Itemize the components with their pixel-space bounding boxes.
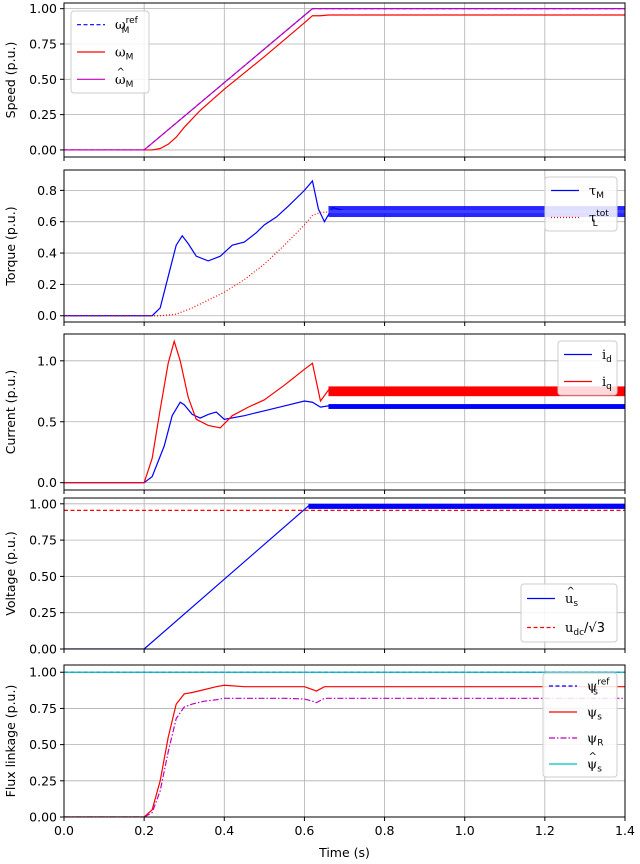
ytick-label-3-3: 0.75 bbox=[29, 533, 57, 548]
panel-1: 0.00 0.25 0.50 0.75 1.00 Speed (p.u.) ωref M ωM ω… bbox=[3, 1, 626, 161]
x-axis-label: Time (s) bbox=[318, 845, 370, 860]
xtick-label-4: 0.8 bbox=[375, 823, 395, 838]
ytick-label-0-4: 1.00 bbox=[29, 1, 57, 16]
legend-label-1-2: ωM bbox=[115, 46, 133, 63]
ripple-band-id bbox=[328, 404, 625, 409]
ytick-label-0-3: 0.75 bbox=[29, 36, 57, 51]
series-line-5-3 bbox=[64, 697, 625, 817]
ytick-label-1-2: 0.4 bbox=[37, 246, 57, 261]
ytick-label-1-3: 0.6 bbox=[37, 214, 57, 229]
ytick-label-2-2: 1.0 bbox=[37, 353, 57, 368]
ytick-label-1-0: 0.0 bbox=[37, 308, 57, 323]
legend-4: us^ udc/√3 bbox=[520, 583, 618, 643]
legend-box-1 bbox=[70, 10, 150, 94]
xtick-label-3: 0.6 bbox=[294, 823, 314, 838]
series-line-2-2 bbox=[64, 210, 625, 317]
legend-hat-1-3: ^ bbox=[117, 67, 125, 78]
legend-2: τM τtot L bbox=[544, 176, 618, 232]
legend-hat-4-1: ^ bbox=[567, 586, 575, 597]
ripple-band-us bbox=[308, 503, 625, 509]
legend-label-1-1: ωref M bbox=[115, 16, 139, 36]
axes-frame-5 bbox=[63, 664, 626, 818]
ytick-label-0-2: 0.50 bbox=[29, 72, 57, 87]
ytick-label-1-1: 0.2 bbox=[37, 277, 57, 292]
legend-hat-5-4: ^ bbox=[589, 752, 597, 763]
panel-4: 0.00 0.25 0.50 0.75 1.00 Voltage (p.u.) us^ udc… bbox=[3, 496, 626, 657]
ytick-label-3-1: 0.25 bbox=[29, 605, 57, 620]
y-axis-label-3: Current (p.u.) bbox=[3, 370, 18, 454]
panel-2: 0.0 0.2 0.4 0.6 0.8 Torque (p.u.) τM τtot L bbox=[3, 169, 626, 326]
axes-frame-2 bbox=[63, 169, 626, 323]
ytick-label-4-0: 0.00 bbox=[29, 810, 57, 825]
ytick-label-4-1: 0.25 bbox=[29, 773, 57, 788]
y-axis-label-1: Speed (p.u.) bbox=[3, 42, 18, 119]
series-line-2-1 bbox=[64, 179, 625, 317]
legend-label-1-3: ωM bbox=[115, 73, 133, 90]
ytick-label-0-0: 0.00 bbox=[29, 142, 57, 157]
panels-layer: 0.00 0.25 0.50 0.75 1.00 Speed (p.u.) ωref M ωM ω… bbox=[3, 1, 635, 838]
y-axis-label-4: Voltage (p.u.) bbox=[3, 531, 18, 615]
ytick-label-3-4: 1.00 bbox=[29, 496, 57, 511]
xtick-label-2: 0.4 bbox=[214, 823, 234, 838]
ripple-band-iq bbox=[328, 386, 625, 397]
xtick-label-6: 1.2 bbox=[535, 823, 555, 838]
legend-label-5-4: ψs bbox=[587, 758, 602, 775]
ytick-label-3-0: 0.00 bbox=[29, 642, 57, 657]
legend-label-2-1: τM bbox=[589, 184, 604, 201]
legend-label-5-2: ψs bbox=[587, 706, 602, 723]
legend-label-5-3: ψR bbox=[587, 732, 603, 749]
legend-label-3-1: id bbox=[602, 348, 612, 365]
legend-label-5-1: ψref s bbox=[587, 678, 610, 698]
legend-label-2-2: τtot L bbox=[589, 209, 609, 229]
legend-box-2 bbox=[544, 176, 618, 232]
legend-3: id iq bbox=[557, 340, 618, 396]
series-line-1-3 bbox=[64, 8, 625, 151]
xtick-label-1: 0.2 bbox=[134, 823, 154, 838]
axes-frame-1 bbox=[63, 2, 626, 158]
legend-label-4-1: us bbox=[565, 592, 578, 609]
ytick-label-1-4: 0.8 bbox=[37, 183, 57, 198]
panel-3: 0.0 0.5 1.0 Current (p.u.) id iq bbox=[3, 333, 626, 494]
series-line-3-1 bbox=[64, 400, 625, 484]
legend-box-5 bbox=[542, 672, 618, 778]
ytick-label-4-4: 1.00 bbox=[29, 665, 57, 680]
xtick-label-5: 1.0 bbox=[455, 823, 475, 838]
ytick-label-2-1: 0.5 bbox=[37, 414, 57, 429]
panel-5: 0.00 0.25 0.50 0.75 1.00 0.0 0.2 0.4 0.6 0.8 1.0 1.… bbox=[3, 664, 635, 838]
ytick-label-3-2: 0.50 bbox=[29, 569, 57, 584]
ytick-label-4-3: 0.75 bbox=[29, 701, 57, 716]
ripple-band-torque-inner bbox=[328, 209, 625, 214]
axes-frame-4 bbox=[63, 497, 626, 650]
y-axis-label-5: Flux linkage (p.u.) bbox=[3, 685, 18, 798]
ytick-label-4-2: 0.50 bbox=[29, 737, 57, 752]
series-line-1-2 bbox=[64, 14, 625, 151]
series-line-5-2 bbox=[64, 684, 625, 817]
series-line-3-2 bbox=[64, 339, 625, 484]
ytick-label-0-1: 0.25 bbox=[29, 107, 57, 122]
xtick-label-0: 0.0 bbox=[54, 823, 74, 838]
xtick-label-7: 1.4 bbox=[615, 823, 635, 838]
y-axis-label-2: Torque (p.u.) bbox=[3, 206, 18, 286]
axes-frame-3 bbox=[63, 333, 626, 491]
legend-label-4-2: udc/√3 bbox=[565, 621, 605, 638]
ytick-label-2-0: 0.0 bbox=[37, 475, 57, 490]
legend-label-3-2: iq bbox=[602, 375, 612, 392]
